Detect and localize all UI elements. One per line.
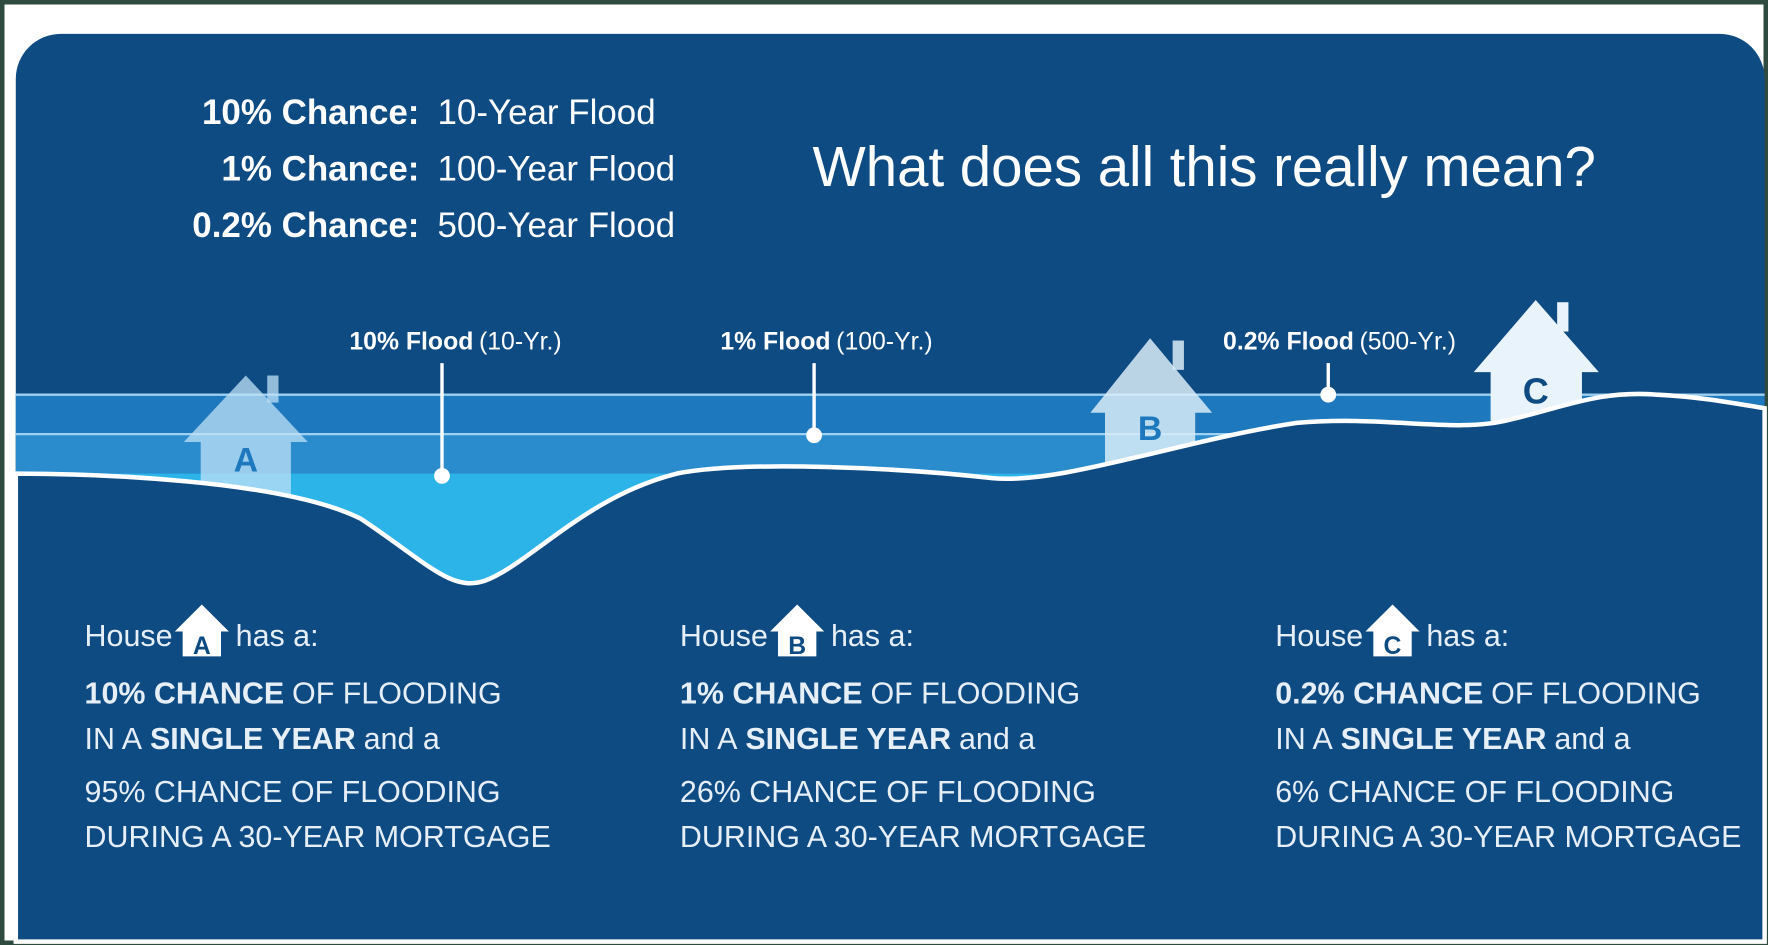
annual-rest: OF FLOODING bbox=[870, 677, 1080, 711]
house-letter: C bbox=[1523, 371, 1549, 412]
chimney bbox=[1557, 302, 1568, 331]
single-year-bold: SINGLE YEAR bbox=[745, 722, 951, 756]
house-intro: has a: bbox=[236, 619, 319, 653]
mortgage-line: 95% CHANCE OF FLOODING bbox=[85, 775, 501, 809]
house-icon-letter: B bbox=[788, 633, 806, 660]
flood-level-bold: 1% Flood bbox=[720, 329, 830, 356]
marker-dot bbox=[806, 427, 822, 443]
annual-rest: OF FLOODING bbox=[292, 677, 502, 711]
annual-bold: 0.2% CHANCE bbox=[1275, 677, 1483, 711]
house-letter: A bbox=[234, 441, 258, 479]
single-year-bold: SINGLE YEAR bbox=[150, 722, 356, 756]
page: { "legend": [ {"chance": "10% Chance:", … bbox=[0, 0, 1768, 945]
flood-level-rest: (10-Yr.) bbox=[479, 329, 562, 356]
single-year-before: IN A bbox=[85, 722, 143, 756]
chimney bbox=[267, 376, 278, 403]
mortgage-line: 26% CHANCE OF FLOODING bbox=[680, 775, 1096, 809]
single-year-before: IN A bbox=[680, 722, 738, 756]
flood-level-label: 0.2% Flood(500-Yr.) bbox=[1223, 329, 1456, 356]
marker-dot bbox=[434, 468, 450, 484]
legend-flood: 100-Year Flood bbox=[437, 149, 675, 188]
single-year-after: and a bbox=[364, 722, 440, 756]
legend-flood: 10-Year Flood bbox=[437, 93, 655, 132]
house-icon-letter: A bbox=[193, 633, 211, 660]
house-intro: House bbox=[680, 619, 768, 653]
infographic: A B C 10% Chance: 10-Year Flood 1% Chanc… bbox=[0, 0, 1768, 945]
flood-level-label: 10% Flood(10-Yr.) bbox=[349, 329, 561, 356]
house-letter: B bbox=[1138, 410, 1162, 448]
single-year-after: and a bbox=[959, 722, 1035, 756]
title: What does all this really mean? bbox=[813, 135, 1596, 198]
legend-chance: 1% Chance: bbox=[221, 149, 419, 188]
flood-level-bold: 0.2% Flood bbox=[1223, 329, 1354, 356]
house-intro: House bbox=[1275, 619, 1363, 653]
house-intro: has a: bbox=[1426, 619, 1509, 653]
flood-level-bold: 10% Flood bbox=[349, 329, 473, 356]
house-intro: has a: bbox=[831, 619, 914, 653]
legend-chance: 0.2% Chance: bbox=[192, 206, 419, 245]
mortgage-line: DURING A 30-YEAR MORTGAGE bbox=[85, 820, 551, 854]
annual-rest: OF FLOODING bbox=[1491, 677, 1701, 711]
annual-bold: 1% CHANCE bbox=[680, 677, 863, 711]
flood-level-rest: (500-Yr.) bbox=[1360, 329, 1456, 356]
house-intro: House bbox=[85, 619, 173, 653]
single-year-bold: SINGLE YEAR bbox=[1341, 722, 1547, 756]
single-year-after: and a bbox=[1554, 722, 1630, 756]
mortgage-line: DURING A 30-YEAR MORTGAGE bbox=[680, 820, 1146, 854]
marker-dot bbox=[1320, 387, 1336, 403]
flood-level-label: 1% Flood(100-Yr.) bbox=[720, 329, 932, 356]
legend-chance: 10% Chance: bbox=[202, 93, 419, 132]
single-year-before: IN A bbox=[1275, 722, 1333, 756]
legend-flood: 500-Year Flood bbox=[437, 206, 675, 245]
house-icon-letter: C bbox=[1384, 633, 1402, 660]
mortgage-line: DURING A 30-YEAR MORTGAGE bbox=[1275, 820, 1741, 854]
flood-level-rest: (100-Yr.) bbox=[836, 329, 932, 356]
chimney bbox=[1173, 341, 1184, 370]
mortgage-line: 6% CHANCE OF FLOODING bbox=[1275, 775, 1674, 809]
annual-bold: 10% CHANCE bbox=[85, 677, 285, 711]
